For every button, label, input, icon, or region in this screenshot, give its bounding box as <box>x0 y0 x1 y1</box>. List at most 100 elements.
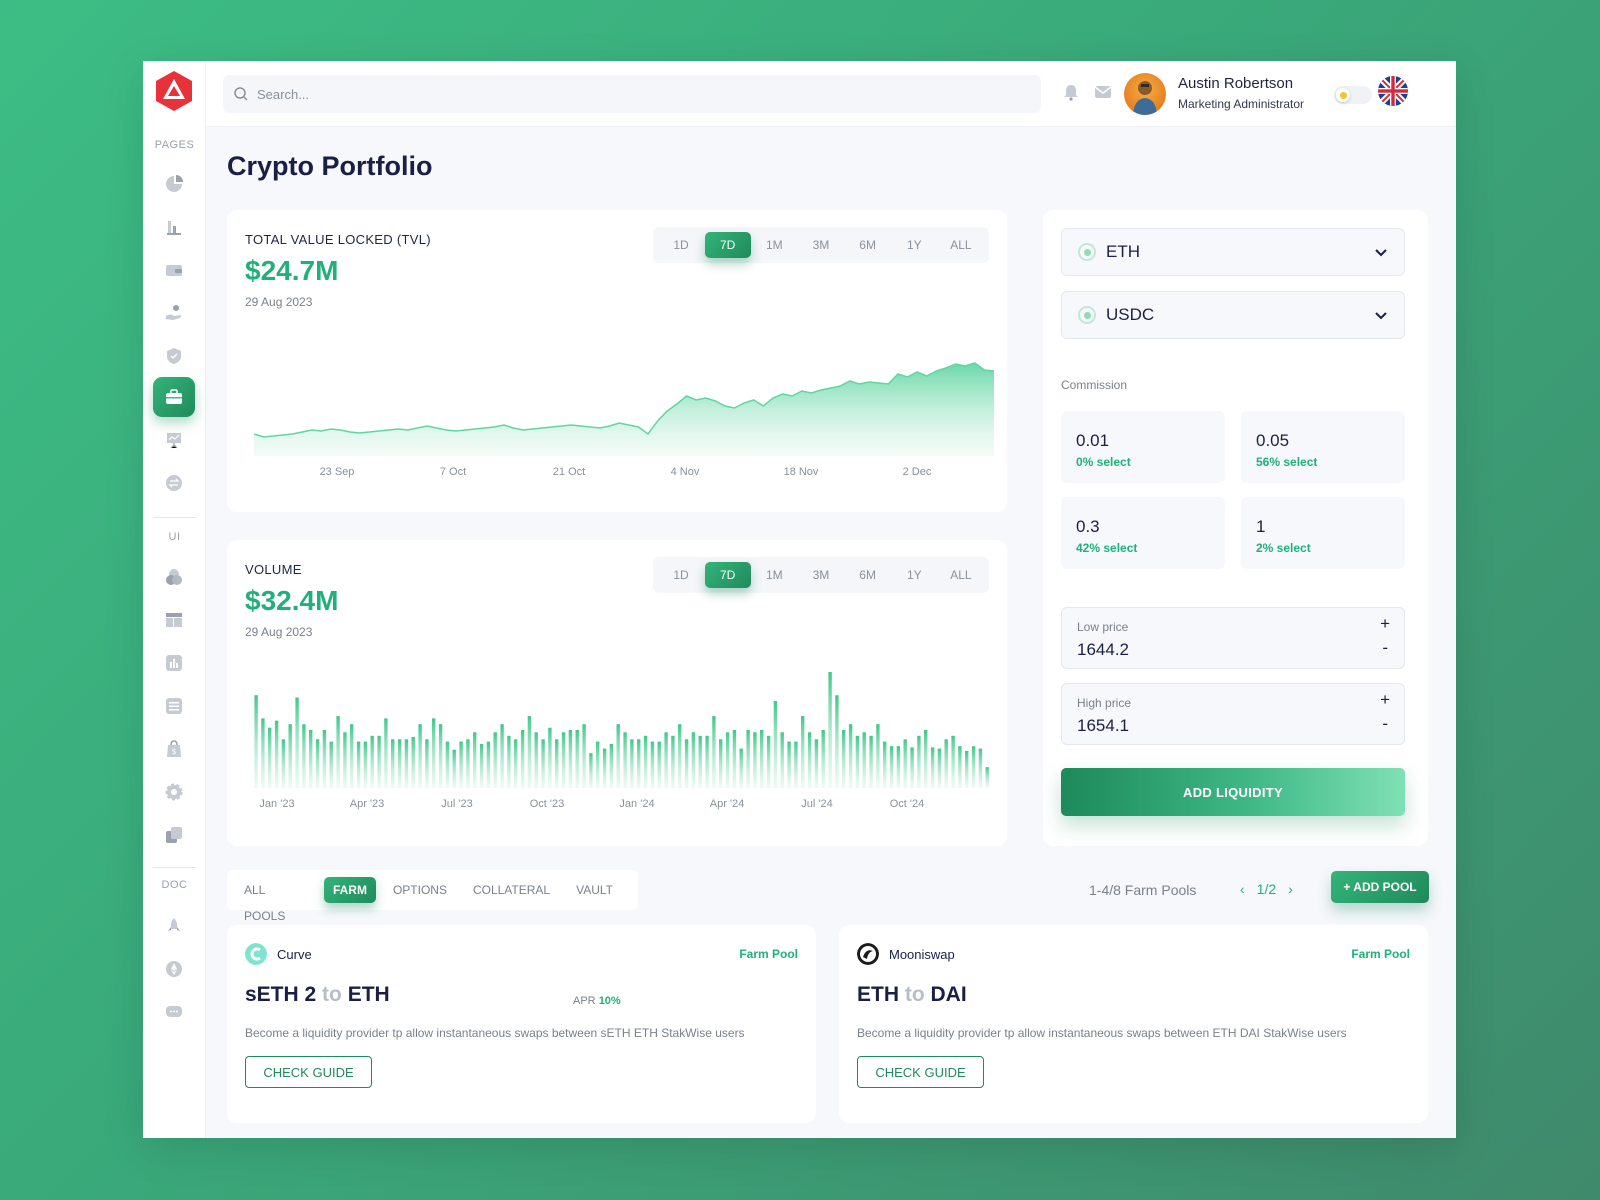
sun-icon <box>1336 88 1350 102</box>
range-1d[interactable]: 1D <box>673 568 689 582</box>
search-icon <box>234 87 248 101</box>
pool-count: 1-4/8 Farm Pools <box>1089 882 1197 898</box>
wallet-icon[interactable] <box>161 257 187 283</box>
decrement-button[interactable]: - <box>1382 714 1388 733</box>
shopping-bag-icon[interactable]: $ <box>161 736 187 762</box>
token-b-select[interactable]: USDC <box>1061 291 1405 339</box>
commission-option[interactable]: 0.05 56% select <box>1241 411 1405 483</box>
rocket-icon[interactable] <box>161 913 187 939</box>
volume-bar <box>438 724 443 788</box>
bell-icon[interactable] <box>1061 82 1081 102</box>
range-6m[interactable]: 6M <box>859 568 876 582</box>
volume-bar <box>548 727 552 788</box>
tab-all-pools[interactable]: ALL POOLS <box>244 883 286 923</box>
x-tick-label: Jan '24 <box>619 798 655 810</box>
range-1y[interactable]: 1Y <box>906 568 922 582</box>
volume-bar <box>965 750 969 788</box>
avatar[interactable] <box>1124 73 1166 115</box>
volume-bar <box>855 735 860 788</box>
prev-page-button[interactable]: ‹ <box>1240 881 1245 897</box>
commission-select-rate: 56% select <box>1256 455 1318 469</box>
low-price-stepper[interactable]: Low price 1644.2 + - <box>1061 607 1405 669</box>
range-3m[interactable]: 3M <box>812 238 830 252</box>
commission-option[interactable]: 0.3 42% select <box>1061 497 1225 569</box>
volume-bar <box>637 739 641 788</box>
mail-icon[interactable] <box>1093 82 1113 102</box>
presentation-icon[interactable] <box>161 427 187 453</box>
chart-icon[interactable] <box>161 650 187 676</box>
range-1m[interactable]: 1M <box>765 238 783 252</box>
range-7d[interactable]: 7D <box>704 562 751 588</box>
range-all[interactable]: ALL <box>950 568 972 582</box>
next-page-button[interactable]: › <box>1288 881 1293 897</box>
volume-bar-chart <box>254 672 989 788</box>
volume-date: 29 Aug 2023 <box>245 625 313 639</box>
add-liquidity-button[interactable]: ADD LIQUIDITY <box>1061 768 1405 816</box>
list-icon[interactable] <box>161 693 187 719</box>
volume-bar <box>862 732 866 788</box>
pool-description: Become a liquidity provider tp allow ins… <box>245 1026 745 1040</box>
volume-bar <box>425 739 429 788</box>
volume-bar <box>725 732 730 788</box>
circles-icon[interactable] <box>161 564 187 590</box>
range-7d[interactable]: 7D <box>704 232 751 258</box>
search-input[interactable] <box>257 86 957 102</box>
sidebar-divider <box>153 517 196 518</box>
briefcase-icon[interactable] <box>153 377 195 417</box>
volume-bar <box>780 732 784 788</box>
check-guide-button[interactable]: CHECK GUIDE <box>857 1056 984 1088</box>
range-all[interactable]: ALL <box>950 238 972 252</box>
increment-button[interactable]: + <box>1380 690 1390 709</box>
tab-options[interactable]: OPTIONS <box>392 883 447 897</box>
hand-coin-icon[interactable] <box>161 300 187 326</box>
commission-option[interactable]: 1 2% select <box>1241 497 1405 569</box>
chat-icon[interactable] <box>161 999 187 1025</box>
gear-icon[interactable] <box>161 779 187 805</box>
volume-bar <box>678 724 682 788</box>
search-bar[interactable] <box>223 75 1041 113</box>
theme-toggle[interactable] <box>1334 86 1372 104</box>
volume-bar <box>766 735 771 788</box>
layout-icon[interactable] <box>161 607 187 633</box>
tab-collateral[interactable]: COLLATERAL <box>472 883 551 897</box>
pool-name: Mooniswap <box>889 947 955 962</box>
volume-bar <box>343 732 347 788</box>
token-a-select[interactable]: ETH <box>1061 228 1405 276</box>
tab-vault[interactable]: VAULT <box>576 883 613 897</box>
ethereum-icon[interactable] <box>161 956 187 982</box>
range-3m[interactable]: 3M <box>812 568 830 582</box>
commission-option[interactable]: 0.01 0% select <box>1061 411 1225 483</box>
volume-bar <box>391 739 395 788</box>
volume-bar <box>801 716 805 788</box>
range-1d[interactable]: 1D <box>673 238 689 252</box>
range-1m[interactable]: 1M <box>765 568 783 582</box>
exchange-icon[interactable] <box>161 470 187 496</box>
low-price-value[interactable]: 1644.2 <box>1077 640 1129 659</box>
tab-farm[interactable]: FARM <box>323 877 376 903</box>
apr-value: 10% <box>598 995 621 1007</box>
volume-bar <box>555 739 559 788</box>
volume-bar <box>951 735 955 788</box>
app-logo[interactable] <box>152 69 196 113</box>
high-price-stepper[interactable]: High price 1654.1 + - <box>1061 683 1405 745</box>
check-guide-button[interactable]: CHECK GUIDE <box>245 1056 372 1088</box>
volume-bar <box>889 746 894 788</box>
add-pool-button[interactable]: + ADD POOL <box>1331 871 1429 903</box>
pool-from-token: ETH <box>857 983 899 1006</box>
range-6m[interactable]: 6M <box>859 238 876 252</box>
uk-flag-icon[interactable] <box>1378 76 1408 106</box>
bar-chart-icon[interactable] <box>161 214 187 240</box>
pie-chart-icon[interactable] <box>161 171 187 197</box>
liquidity-panel: ETH USDC Commission 0.01 0% select 0.05 … <box>1043 210 1428 846</box>
high-price-value[interactable]: 1654.1 <box>1077 716 1129 735</box>
pool-description: Become a liquidity provider tp allow ins… <box>857 1026 1347 1040</box>
x-tick-label: Jul '24 <box>801 798 833 810</box>
copy-icon[interactable] <box>161 822 187 848</box>
shield-check-icon[interactable] <box>161 343 187 369</box>
pool-to-token: ETH <box>347 983 390 1006</box>
volume-bar <box>329 741 333 788</box>
range-1y[interactable]: 1Y <box>906 238 922 252</box>
increment-button[interactable]: + <box>1380 614 1390 633</box>
volume-bar <box>807 732 812 788</box>
decrement-button[interactable]: - <box>1382 638 1388 657</box>
